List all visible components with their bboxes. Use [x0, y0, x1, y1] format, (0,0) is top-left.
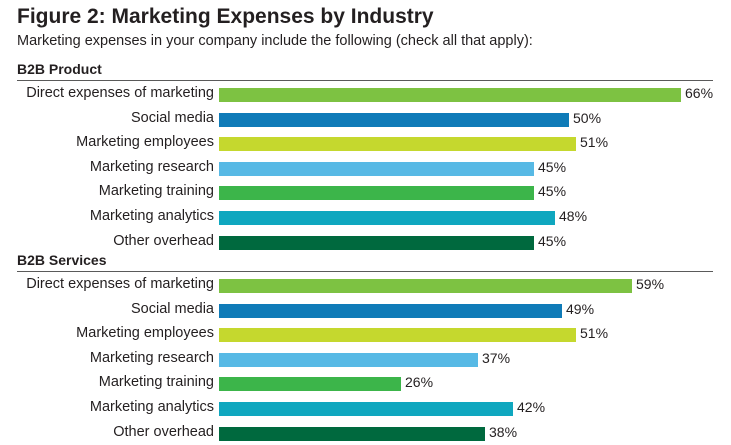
value-label: 45% [538, 232, 567, 249]
bar [219, 279, 632, 293]
bar-row-social-media: Social media 49% [0, 298, 731, 322]
category-label: Direct expenses of marketing [26, 85, 214, 101]
category-label: Marketing training [98, 374, 214, 391]
bar [219, 426, 485, 441]
category-label: Direct expenses of marketing [26, 276, 214, 292]
bar-row-other-overhead: Other overhead 38% [0, 421, 731, 445]
bar [219, 211, 555, 225]
bar [219, 161, 534, 176]
bar [219, 377, 401, 392]
bar-row-marketing-employees: Marketing employees 51% [0, 322, 731, 346]
category-label: Marketing research [89, 158, 214, 175]
section-rule [17, 80, 713, 81]
category-label: Social media [130, 109, 214, 126]
bar-row-marketing-employees: Marketing employees 51% [0, 131, 731, 155]
bar [219, 352, 478, 367]
category-label: Marketing analytics [89, 399, 214, 415]
value-label: 38% [489, 423, 518, 440]
value-label: 37% [482, 349, 511, 366]
category-label: Marketing analytics [89, 208, 214, 224]
bar-row-direct-expenses-of-marketing: Direct expenses of marketing 59% [0, 273, 731, 297]
category-label: Marketing training [98, 183, 214, 200]
value-label: 26% [405, 374, 434, 391]
chart-title: Figure 2: Marketing Expenses by Industry [17, 5, 434, 28]
bar [219, 88, 681, 102]
bar-row-direct-expenses-of-marketing: Direct expenses of marketing 66% [0, 82, 731, 106]
bar-row-marketing-training: Marketing training 26% [0, 371, 731, 395]
bar [219, 402, 513, 416]
chart-subtitle: Marketing expenses in your company inclu… [17, 33, 533, 49]
category-label: Marketing research [89, 349, 214, 366]
category-label: Marketing employees [76, 134, 214, 151]
value-label: 51% [580, 325, 609, 342]
value-label: 49% [566, 300, 595, 317]
section-rule [17, 271, 713, 272]
bar-row-marketing-training: Marketing training 45% [0, 180, 731, 204]
bar-row-other-overhead: Other overhead 45% [0, 230, 731, 254]
bar [219, 186, 534, 201]
bar [219, 112, 569, 127]
bar-row-marketing-analytics: Marketing analytics 48% [0, 205, 731, 229]
section-title-b2b-product: B2B Product [17, 61, 102, 77]
bar [219, 328, 576, 343]
bar-row-marketing-research: Marketing research 45% [0, 156, 731, 180]
category-label: Other overhead [113, 423, 214, 440]
value-label: 66% [685, 85, 714, 101]
value-label: 42% [517, 399, 546, 415]
category-label: Marketing employees [76, 325, 214, 342]
bar-row-social-media: Social media 50% [0, 107, 731, 131]
bar [219, 235, 534, 250]
bar [219, 137, 576, 152]
bar-row-marketing-analytics: Marketing analytics 42% [0, 396, 731, 420]
value-label: 51% [580, 134, 609, 151]
value-label: 45% [538, 158, 567, 175]
bar-row-marketing-research: Marketing research 37% [0, 347, 731, 371]
value-label: 48% [559, 208, 588, 224]
bar [219, 303, 562, 318]
value-label: 59% [636, 276, 665, 292]
section-title-b2b-services: B2B Services [17, 252, 107, 268]
category-label: Social media [130, 300, 214, 317]
category-label: Other overhead [113, 232, 214, 249]
value-label: 50% [573, 109, 602, 126]
value-label: 45% [538, 183, 567, 200]
